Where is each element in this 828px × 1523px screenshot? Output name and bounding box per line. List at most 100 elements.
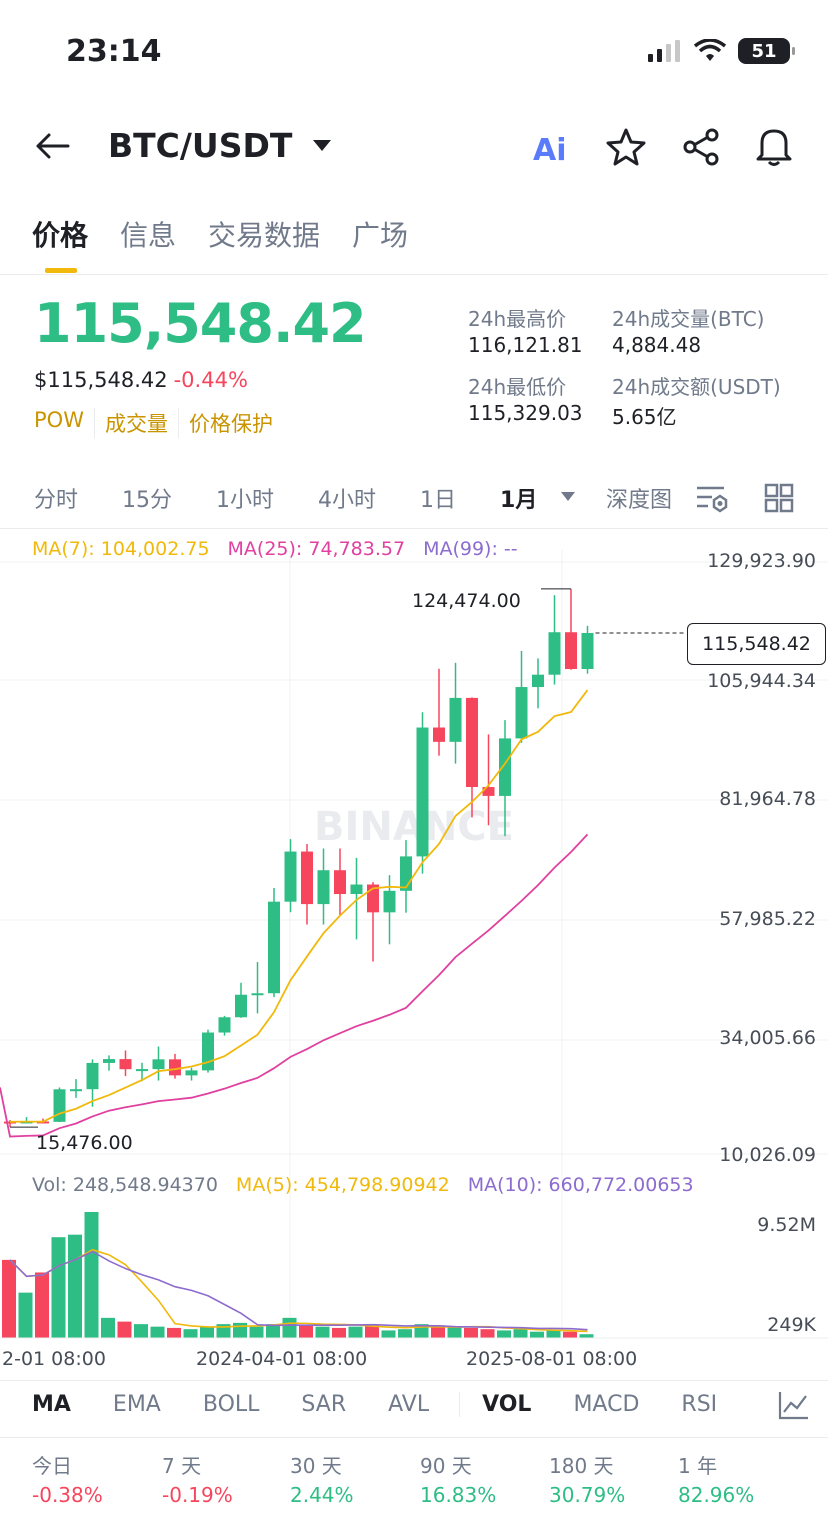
- perf-value: 2.44%: [290, 1483, 354, 1507]
- ma7-value: MA(7): 104,002.75: [32, 538, 210, 560]
- interval-chevron-icon[interactable]: [560, 491, 576, 502]
- tab-price[interactable]: 价格: [32, 219, 89, 252]
- star-icon[interactable]: [606, 127, 646, 167]
- divider: [0, 1437, 828, 1438]
- candle-body: [136, 1069, 148, 1072]
- price-change: -0.44%: [173, 368, 248, 392]
- candle-body: [268, 901, 280, 994]
- volume-bar: [35, 1272, 49, 1338]
- tag-row: POW 成交量 价格保护: [34, 408, 293, 438]
- divider: [0, 1380, 828, 1381]
- candle-body: [565, 632, 577, 670]
- indicator-boll[interactable]: BOLL: [202, 1392, 260, 1417]
- volume-bar: [381, 1330, 396, 1338]
- candle-body: [400, 856, 412, 891]
- y-axis-label: 105,944.34: [707, 670, 816, 692]
- volume-bar: [167, 1327, 181, 1338]
- x-axis-label: 2-01 08:00: [2, 1348, 106, 1370]
- volume-bar: [51, 1237, 66, 1338]
- divider: [0, 274, 828, 275]
- interval-1h[interactable]: 1小时: [216, 488, 275, 513]
- candle-body: [284, 851, 297, 902]
- chevron-down-icon[interactable]: [312, 139, 332, 153]
- page-tabs: 价格 信息 交易数据 广场: [32, 214, 408, 254]
- perf-value: 82.96%: [678, 1483, 755, 1507]
- candle-body: [466, 697, 478, 788]
- indicator-rsi[interactable]: RSI: [681, 1392, 718, 1417]
- interval-4h[interactable]: 4小时: [318, 488, 377, 513]
- price-chart[interactable]: BINANCE: [0, 530, 828, 1380]
- volume-bar: [513, 1329, 528, 1338]
- candle-body: [499, 738, 511, 796]
- chart-settings-icon[interactable]: [694, 482, 730, 514]
- volume-bar: [398, 1329, 412, 1338]
- indicator-macd[interactable]: MACD: [573, 1392, 640, 1417]
- interval-15m[interactable]: 15分: [122, 488, 173, 513]
- indicator-vol[interactable]: VOL: [459, 1392, 531, 1417]
- candle-body: [169, 1059, 181, 1076]
- volume-bar: [579, 1334, 594, 1338]
- indicator-tabs: MA EMA BOLL SAR AVL VOL MACD RSI: [32, 1392, 759, 1417]
- perf-value: -0.19%: [162, 1483, 233, 1507]
- tag-volume[interactable]: 成交量: [105, 408, 179, 438]
- tab-square[interactable]: 广场: [352, 219, 409, 252]
- wifi-icon: [694, 39, 726, 61]
- high-label: 24h最高价: [468, 307, 567, 331]
- candle-body: [482, 787, 495, 796]
- volume-bar: [249, 1326, 264, 1338]
- volume-bar: [563, 1331, 577, 1338]
- candle-body: [301, 851, 313, 905]
- volume-bar: [68, 1234, 82, 1338]
- volume-bar: [200, 1326, 214, 1338]
- volume-bar: [447, 1326, 462, 1338]
- volume-bar: [134, 1324, 148, 1338]
- divider: [0, 528, 828, 529]
- volume-bar: [101, 1317, 115, 1338]
- interval-selector: 分时 15分 1小时 4小时 1日 1月: [34, 482, 581, 514]
- perf-1y: 1 年 82.96%: [678, 1450, 754, 1507]
- candle-body: [532, 674, 544, 688]
- perf-90d: 90 天 16.83%: [420, 1450, 496, 1507]
- share-icon[interactable]: [681, 127, 721, 167]
- tab-underline: [45, 268, 77, 273]
- tag-pow[interactable]: POW: [34, 408, 95, 438]
- interval-depth[interactable]: 深度图: [606, 488, 672, 513]
- tab-info[interactable]: 信息: [120, 219, 177, 252]
- interval-1d[interactable]: 1日: [420, 488, 457, 513]
- back-arrow-icon[interactable]: [34, 132, 70, 160]
- high-value: 116,121.81: [468, 333, 583, 357]
- symbol-title[interactable]: BTC/USDT: [108, 126, 293, 165]
- interval-1M[interactable]: 1月: [500, 488, 538, 513]
- vol-ma10-line: [9, 1250, 588, 1331]
- indicator-ma[interactable]: MA: [32, 1392, 71, 1417]
- indicator-ema[interactable]: EMA: [112, 1392, 161, 1417]
- candle-body: [449, 697, 462, 742]
- ai-icon[interactable]: Ai: [533, 133, 567, 168]
- perf-180d: 180 天 30.79%: [549, 1450, 625, 1507]
- vol-btc-label: 24h成交量(BTC): [612, 307, 765, 331]
- ma25-value: MA(25): 74,783.57: [227, 538, 406, 560]
- signal-icon: [648, 40, 680, 62]
- volume-bar: [480, 1329, 495, 1338]
- candle-body: [416, 727, 429, 857]
- perf-value: 16.83%: [420, 1483, 497, 1507]
- volume-bar: [150, 1326, 165, 1338]
- last-price-tag[interactable]: 115,548.42: [687, 623, 826, 665]
- x-axis-label: 2025-08-01 08:00: [466, 1348, 638, 1370]
- grid-layout-icon[interactable]: [764, 483, 794, 513]
- vol-y-bottom: 249K: [767, 1314, 816, 1336]
- interval-timeline[interactable]: 分时: [34, 488, 79, 513]
- perf-label: 7 天: [162, 1454, 202, 1478]
- bell-icon[interactable]: [754, 125, 794, 167]
- indicator-avl[interactable]: AVL: [388, 1392, 430, 1417]
- volume-bar: [233, 1322, 247, 1338]
- volume-bar: [117, 1321, 132, 1338]
- last-price: 115,548.42: [34, 292, 367, 355]
- indicator-sar[interactable]: SAR: [301, 1392, 347, 1417]
- tab-trading-data[interactable]: 交易数据: [208, 219, 321, 252]
- indicator-settings-icon[interactable]: [778, 1390, 810, 1420]
- tag-price-protection[interactable]: 价格保护: [188, 412, 273, 436]
- perf-label: 今日: [32, 1454, 72, 1478]
- volume-bar: [348, 1326, 363, 1338]
- volume-bar: [332, 1327, 346, 1338]
